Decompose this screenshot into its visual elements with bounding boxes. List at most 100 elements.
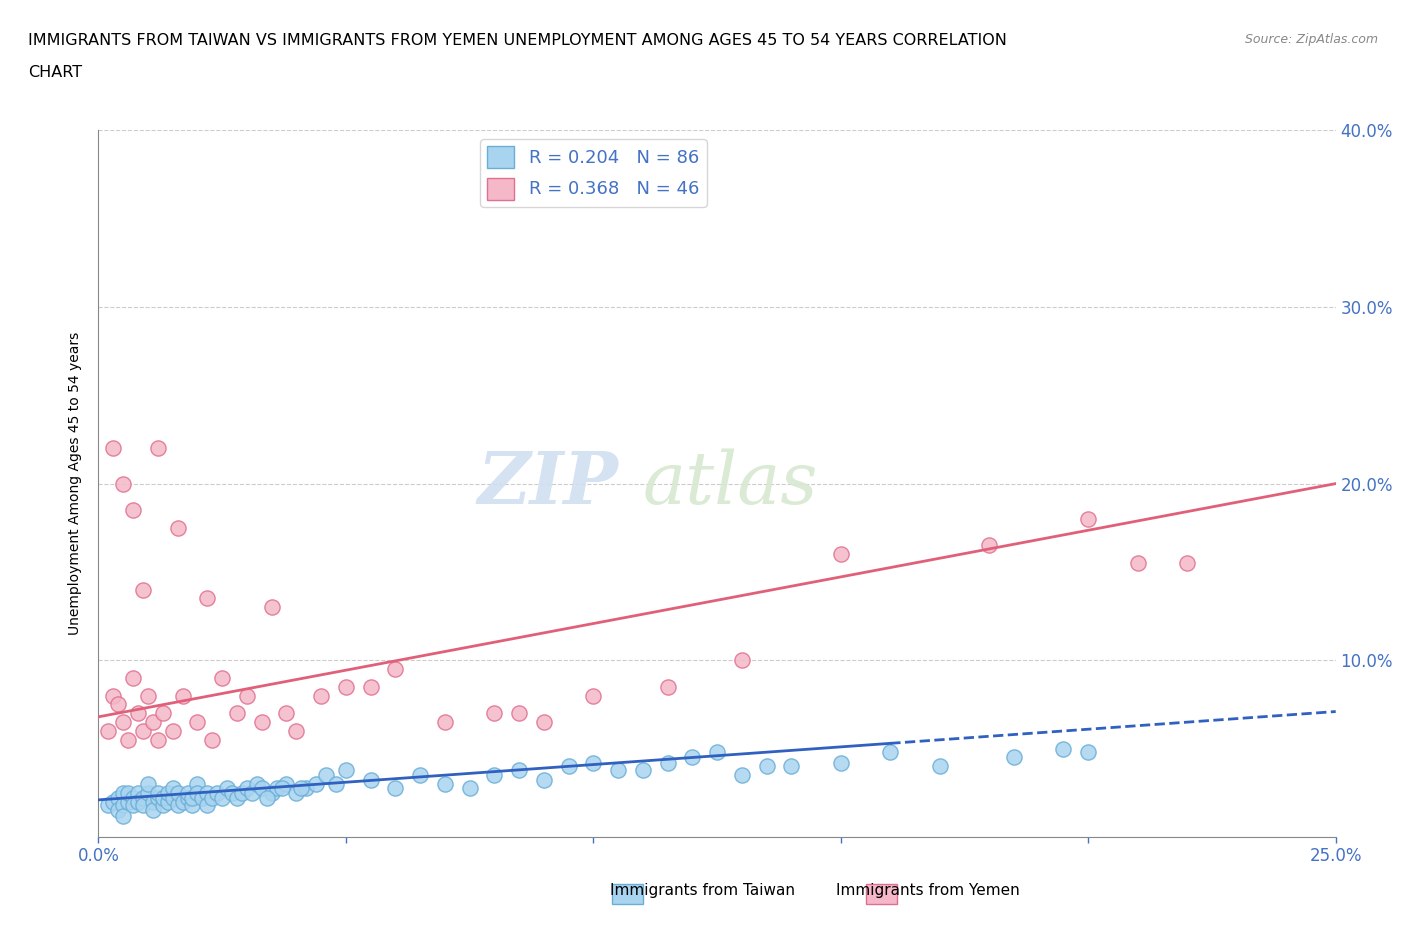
- Point: [195, 785, 218, 800]
- Point: [557, 759, 579, 774]
- Point: [433, 777, 456, 791]
- Point: [117, 794, 139, 809]
- Point: [458, 780, 481, 795]
- Point: [1052, 741, 1074, 756]
- Point: [122, 798, 145, 813]
- Point: [162, 724, 184, 738]
- Point: [146, 733, 169, 748]
- Point: [156, 785, 179, 800]
- Point: [217, 780, 239, 795]
- Point: [112, 476, 135, 491]
- Point: [186, 714, 208, 729]
- Point: [335, 763, 357, 777]
- Point: [508, 706, 530, 721]
- Point: [260, 600, 283, 615]
- Point: [295, 780, 318, 795]
- Point: [830, 547, 852, 562]
- Point: [1002, 750, 1025, 764]
- Point: [384, 662, 406, 677]
- Point: [325, 777, 347, 791]
- Point: [127, 785, 149, 800]
- Point: [731, 768, 754, 783]
- Point: [156, 794, 179, 809]
- Point: [484, 706, 506, 721]
- Text: atlas: atlas: [643, 448, 818, 519]
- Point: [201, 733, 224, 748]
- Point: [879, 745, 901, 760]
- Point: [731, 653, 754, 668]
- Point: [186, 777, 208, 791]
- Point: [276, 706, 298, 721]
- Point: [176, 790, 198, 805]
- Legend: R = 0.204   N = 86, R = 0.368   N = 46: R = 0.204 N = 86, R = 0.368 N = 46: [481, 140, 706, 206]
- Point: [236, 688, 259, 703]
- Point: [122, 790, 145, 805]
- Point: [201, 790, 224, 805]
- Point: [127, 706, 149, 721]
- Point: [582, 755, 605, 770]
- Point: [433, 714, 456, 729]
- Point: [122, 671, 145, 685]
- Point: [191, 790, 214, 805]
- Point: [780, 759, 803, 774]
- Point: [166, 521, 188, 536]
- Text: ZIP: ZIP: [477, 448, 619, 519]
- Point: [335, 679, 357, 694]
- Point: [107, 698, 129, 712]
- Point: [260, 785, 283, 800]
- Point: [136, 785, 159, 800]
- Point: [631, 763, 654, 777]
- Point: [240, 785, 263, 800]
- Point: [122, 503, 145, 518]
- Point: [172, 794, 194, 809]
- Point: [928, 759, 950, 774]
- Point: [830, 755, 852, 770]
- Point: [103, 441, 125, 456]
- Point: [146, 785, 169, 800]
- Point: [97, 724, 120, 738]
- Point: [607, 763, 630, 777]
- Text: CHART: CHART: [28, 65, 82, 80]
- Point: [285, 724, 308, 738]
- Point: [360, 773, 382, 788]
- Point: [103, 688, 125, 703]
- Point: [1077, 745, 1099, 760]
- Point: [162, 780, 184, 795]
- Point: [103, 794, 125, 809]
- Point: [285, 785, 308, 800]
- Point: [226, 790, 249, 805]
- Point: [142, 804, 165, 818]
- Point: [266, 780, 288, 795]
- Point: [132, 798, 155, 813]
- Y-axis label: Unemployment Among Ages 45 to 54 years: Unemployment Among Ages 45 to 54 years: [69, 332, 83, 635]
- Point: [152, 798, 174, 813]
- Point: [484, 768, 506, 783]
- Point: [211, 790, 233, 805]
- Point: [107, 790, 129, 805]
- Point: [276, 777, 298, 791]
- Point: [172, 688, 194, 703]
- Point: [250, 714, 273, 729]
- Point: [132, 582, 155, 597]
- Point: [582, 688, 605, 703]
- Text: Immigrants from Taiwan: Immigrants from Taiwan: [610, 884, 796, 898]
- Point: [166, 798, 188, 813]
- Point: [211, 671, 233, 685]
- Point: [250, 780, 273, 795]
- Point: [136, 688, 159, 703]
- Point: [152, 790, 174, 805]
- Point: [657, 755, 679, 770]
- Point: [195, 798, 218, 813]
- Point: [309, 688, 332, 703]
- Point: [205, 785, 228, 800]
- Point: [117, 733, 139, 748]
- Point: [315, 768, 337, 783]
- Point: [107, 804, 129, 818]
- Point: [360, 679, 382, 694]
- Point: [146, 441, 169, 456]
- Point: [166, 785, 188, 800]
- Point: [236, 780, 259, 795]
- Point: [142, 794, 165, 809]
- Point: [112, 808, 135, 823]
- Point: [195, 591, 218, 606]
